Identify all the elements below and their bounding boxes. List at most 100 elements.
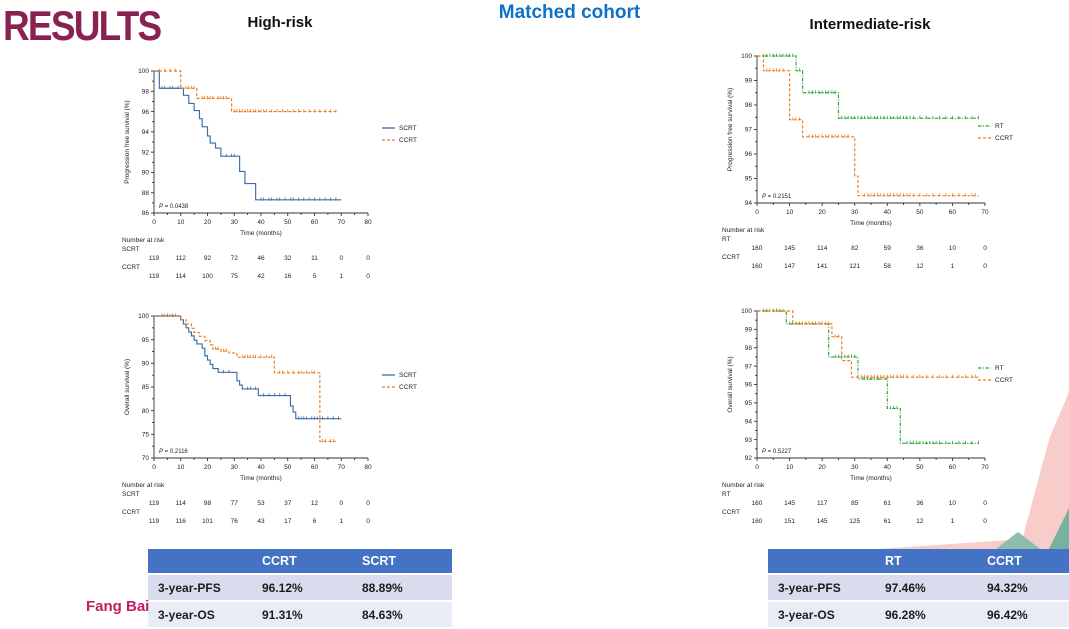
- risk-value: 36: [916, 500, 924, 507]
- p-value: P = 0.2151: [762, 194, 792, 200]
- x-axis-label: Time (months): [850, 475, 892, 482]
- risk-value: 119: [149, 255, 160, 262]
- y-tick-label: 98: [142, 88, 150, 95]
- y-tick-label: 85: [142, 384, 150, 391]
- x-tick-label: 50: [284, 464, 292, 471]
- y-tick-label: 100: [138, 313, 149, 320]
- x-tick-label: 40: [257, 219, 265, 226]
- km-chart-os-high-risk: 70 75 80 85 90 95 100 0 10 20 30 40 50 60 70 80 Overall …: [120, 300, 465, 543]
- y-tick-label: 88: [142, 190, 150, 197]
- table-row: 3-year-OS 91.31% 84.63%: [148, 601, 452, 629]
- table-row: 3-year-OS 96.28% 96.42%: [768, 601, 1069, 629]
- author-name: Fang Bai: [86, 598, 150, 615]
- series-line-RT: [757, 310, 979, 444]
- risk-value: 0: [366, 273, 370, 280]
- risk-value: 1: [951, 263, 955, 270]
- table-cell: 84.63%: [352, 601, 452, 629]
- y-tick-label: 80: [142, 408, 150, 415]
- series-line-SCRT: [154, 70, 342, 201]
- table-header-cell: [768, 549, 875, 575]
- x-tick-label: 10: [177, 219, 185, 226]
- table-cell: 3-year-PFS: [148, 574, 252, 602]
- risk-value: 17: [284, 518, 292, 525]
- table-cell: 3-year-PFS: [768, 574, 875, 602]
- risk-value: 1: [951, 518, 955, 525]
- y-axis-label: Overall survival (%): [124, 359, 131, 415]
- x-tick-label: 80: [364, 219, 372, 226]
- x-tick-label: 70: [981, 464, 989, 471]
- legend-label-CCRT: CCRT: [995, 377, 1013, 384]
- risk-value: 46: [257, 255, 265, 262]
- risk-value: 36: [916, 245, 924, 252]
- risk-value: 160: [752, 245, 763, 252]
- x-tick-label: 10: [177, 464, 185, 471]
- legend-label-RT: RT: [995, 123, 1004, 130]
- risk-value: 160: [752, 263, 763, 270]
- risk-value: 76: [231, 518, 239, 525]
- y-tick-label: 96: [142, 109, 150, 116]
- p-value: P = 0.5227: [762, 449, 792, 455]
- x-tick-label: 60: [949, 464, 957, 471]
- y-tick-label: 99: [745, 78, 753, 85]
- table-row: 3-year-PFS 96.12% 88.89%: [148, 574, 452, 602]
- y-tick-label: 95: [142, 337, 150, 344]
- table-row: 3-year-PFS 97.46% 94.32%: [768, 574, 1069, 602]
- risk-value: 145: [784, 245, 795, 252]
- risk-value: 112: [176, 255, 187, 262]
- x-axis-label: Time (months): [240, 475, 282, 482]
- x-tick-label: 70: [981, 209, 989, 216]
- risk-value: 75: [231, 273, 239, 280]
- y-tick-label: 96: [745, 151, 753, 158]
- x-tick-label: 30: [851, 464, 859, 471]
- y-axis-label: Progression free survival (%): [727, 88, 734, 171]
- risk-value: 61: [884, 518, 892, 525]
- table-cell: 96.42%: [977, 601, 1069, 629]
- y-tick-label: 94: [142, 129, 150, 136]
- y-tick-label: 93: [745, 437, 753, 444]
- risk-value: 92: [204, 255, 212, 262]
- risk-value: 0: [983, 518, 987, 525]
- x-tick-label: 50: [916, 464, 924, 471]
- risk-value: 37: [284, 500, 292, 507]
- y-axis-label: Overall survival (%): [727, 356, 734, 412]
- x-tick-label: 50: [284, 219, 292, 226]
- x-tick-label: 10: [786, 464, 794, 471]
- table-cell: 96.12%: [252, 574, 352, 602]
- risk-value: 125: [849, 518, 860, 525]
- risk-value: 114: [176, 500, 187, 507]
- legend-label-CCRT: CCRT: [399, 384, 417, 391]
- risk-value: 58: [884, 263, 892, 270]
- risk-value: 11: [311, 255, 318, 262]
- table-cell: 88.89%: [352, 574, 452, 602]
- x-tick-label: 10: [786, 209, 794, 216]
- y-tick-label: 97: [745, 363, 753, 370]
- summary-table: CCRT SCRT 3-year-PFS 96.12% 88.89% 3-year-OS 9…: [148, 549, 452, 629]
- x-tick-label: 40: [884, 464, 892, 471]
- x-tick-label: 20: [819, 209, 827, 216]
- y-tick-label: 99: [745, 327, 753, 334]
- risk-value: 100: [202, 273, 213, 280]
- number-at-risk-label: Number at risk: [722, 227, 765, 234]
- p-value: P = 0.2116: [159, 449, 188, 455]
- x-tick-label: 40: [884, 209, 892, 216]
- risk-value: 0: [366, 255, 370, 262]
- risk-value: 12: [916, 263, 924, 270]
- table-header-cell: [148, 549, 252, 575]
- number-at-risk-label: Number at risk: [122, 237, 165, 244]
- series-line-CCRT: [154, 70, 339, 113]
- table-header-cell: RT: [875, 549, 977, 575]
- risk-row-name: CCRT: [722, 254, 740, 261]
- y-axis-label: Progression free survival (%): [124, 100, 131, 183]
- cohort-header: Matched cohort: [498, 2, 641, 23]
- risk-value: 43: [257, 518, 265, 525]
- risk-value: 0: [339, 500, 343, 507]
- y-tick-label: 97: [745, 127, 753, 134]
- risk-value: 119: [149, 518, 160, 525]
- number-at-risk-label: Number at risk: [122, 482, 165, 489]
- risk-value: 10: [949, 500, 957, 507]
- x-tick-label: 60: [311, 464, 319, 471]
- table-cell: 91.31%: [252, 601, 352, 629]
- risk-value: 0: [366, 518, 370, 525]
